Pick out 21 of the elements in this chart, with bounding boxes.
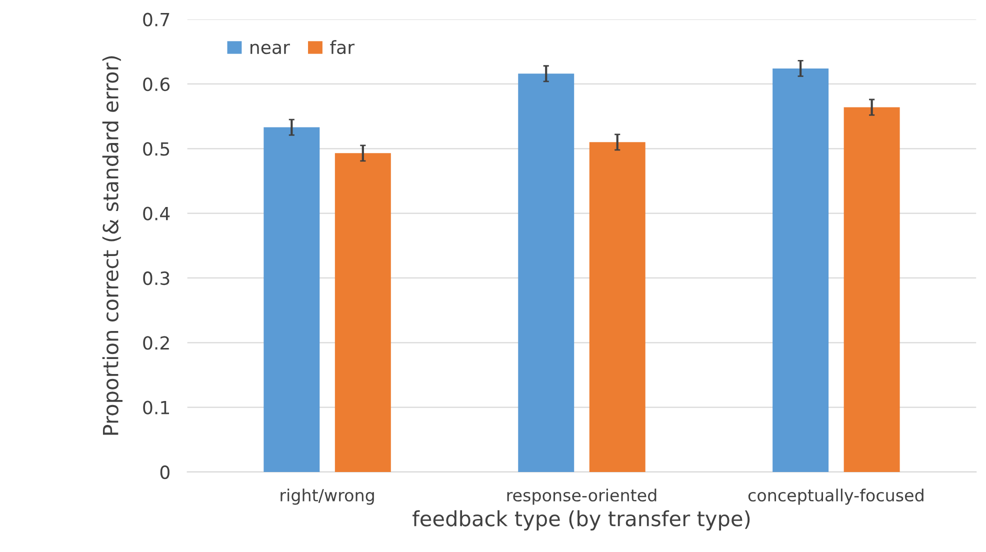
y-tick-label: 0.4: [143, 206, 170, 220]
y-axis-title: Proportion correct (& standard error): [102, 56, 123, 435]
legend-label: near: [250, 44, 290, 54]
y-tick-label: 0.6: [143, 77, 170, 92]
bar: [334, 153, 391, 472]
y-tick-label: 0: [160, 465, 170, 480]
x-axis-title: feedback type (by transfer type): [412, 510, 750, 530]
y-tick-label: 0.1: [143, 400, 170, 414]
legend-label: far: [330, 40, 355, 54]
x-tick-label: response-oriented: [507, 488, 656, 505]
bar: [518, 74, 574, 472]
y-tick-label: 0.2: [143, 336, 169, 350]
x-tick-label: right/wrong: [280, 488, 374, 505]
y-tick-label: 0.7: [143, 12, 170, 26]
bar: [844, 107, 900, 472]
bar: [772, 68, 829, 472]
bar: [264, 127, 320, 472]
y-tick-label: 0.3: [143, 271, 170, 286]
y-tick-label: 0.5: [143, 142, 170, 156]
x-tick-label: conceptually-focused: [748, 488, 924, 505]
bar: [589, 142, 646, 472]
